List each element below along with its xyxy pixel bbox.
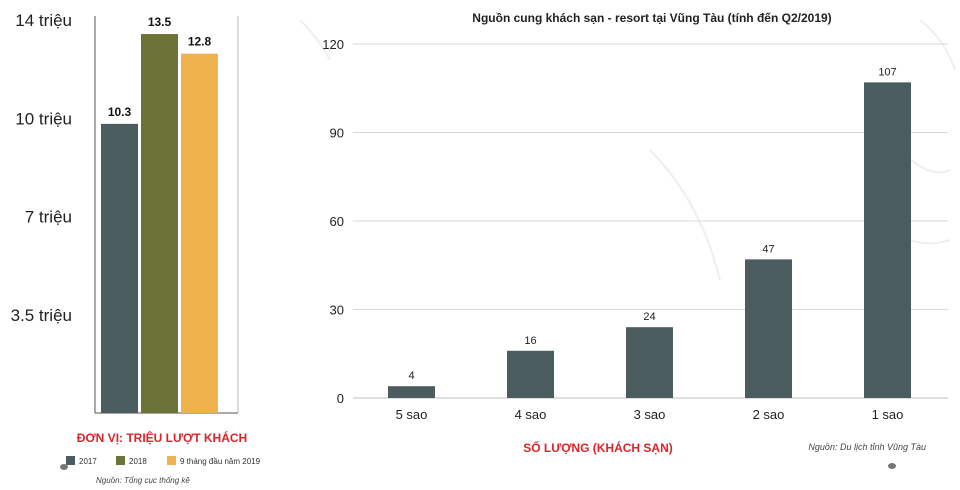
- hotel-value-label: 47: [762, 243, 774, 255]
- hotel-chart-title: Nguồn cung khách sạn - resort tại Vũng T…: [472, 11, 831, 25]
- legend-swatch-2018: [116, 456, 125, 465]
- hotel-value-labels: 4 16 24 47 107: [408, 66, 896, 382]
- hotel-bars: [388, 82, 911, 398]
- visitors-unit-label: ĐƠN VỊ: TRIỆU LƯỢT KHÁCH: [77, 430, 247, 445]
- visitors-ytick-label: 3.5 triệu: [11, 306, 72, 325]
- visitors-value-label: 12.8: [188, 35, 212, 49]
- legend-swatch-2017: [66, 456, 75, 465]
- hotel-value-label: 4: [408, 370, 414, 382]
- visitors-source: Nguồn: Tổng cục thống kê: [96, 476, 190, 485]
- hotel-value-label: 24: [643, 311, 655, 323]
- hotel-ytick-label: 30: [330, 303, 344, 318]
- hotel-value-label: 107: [878, 66, 896, 78]
- hotel-value-label: 16: [524, 335, 536, 347]
- hotel-xtick-label: 1 sao: [872, 407, 904, 422]
- visitors-ytick-label: 14 triệu: [15, 11, 72, 30]
- legend-label-2019: 9 tháng đầu năm 2019: [180, 457, 261, 466]
- hotel-bar: [745, 259, 792, 398]
- visitors-chart: 3.5 triệu 7 triệu 10 triệu 14 triệu 10.3 13.…: [11, 11, 261, 485]
- visitors-bar: [101, 123, 138, 413]
- hotel-ytick-label: 120: [322, 37, 344, 52]
- hotel-supply-chart: Nguồn cung khách sạn - resort tại Vũng T…: [322, 11, 948, 469]
- visitors-ytick-label: 7 triệu: [25, 208, 72, 227]
- hotel-bar: [864, 82, 911, 398]
- visitors-ytick-labels: 3.5 triệu 7 triệu 10 triệu 14 triệu: [11, 11, 72, 325]
- legend-label-2018: 2018: [129, 457, 147, 466]
- hotel-ytick-labels: 0 30 60 90 120: [322, 37, 344, 406]
- hotel-bar: [507, 350, 554, 398]
- hotel-xtick-label: 4 sao: [515, 407, 547, 422]
- visitors-bars: [101, 34, 218, 414]
- hotel-bar: [388, 386, 435, 398]
- hotel-xtick-labels: 5 sao 4 sao 3 sao 2 sao 1 sao: [396, 407, 904, 422]
- hotel-x-axis-label: SỐ LƯỢNG (KHÁCH SẠN): [523, 440, 673, 455]
- hotel-xtick-label: 2 sao: [753, 407, 785, 422]
- legend-swatch-2019: [167, 456, 176, 465]
- slide-dot-icon-right: [888, 463, 896, 469]
- hotel-xtick-label: 3 sao: [634, 407, 666, 422]
- hotel-source: Nguồn: Du lịch tỉnh Vũng Tàu: [808, 442, 926, 452]
- visitors-ytick-label: 10 triệu: [15, 109, 72, 128]
- background-leaf-decoration: [299, 19, 956, 301]
- hotel-ytick-label: 60: [330, 214, 344, 229]
- hotel-ytick-label: 0: [337, 391, 344, 406]
- visitors-value-label: 13.5: [148, 15, 172, 29]
- hotel-ytick-label: 90: [330, 126, 344, 141]
- visitors-value-labels: 10.3 13.5 12.8: [108, 15, 212, 119]
- visitors-bar: [181, 53, 218, 413]
- visitors-value-label: 10.3: [108, 105, 132, 119]
- visitors-legend: 2017 2018 9 tháng đầu năm 2019: [66, 456, 261, 466]
- hotel-bar: [626, 327, 673, 398]
- hotel-xtick-label: 5 sao: [396, 407, 428, 422]
- slide-dot-icon: [60, 464, 68, 470]
- visitors-bar: [141, 34, 178, 414]
- legend-label-2017: 2017: [79, 457, 97, 466]
